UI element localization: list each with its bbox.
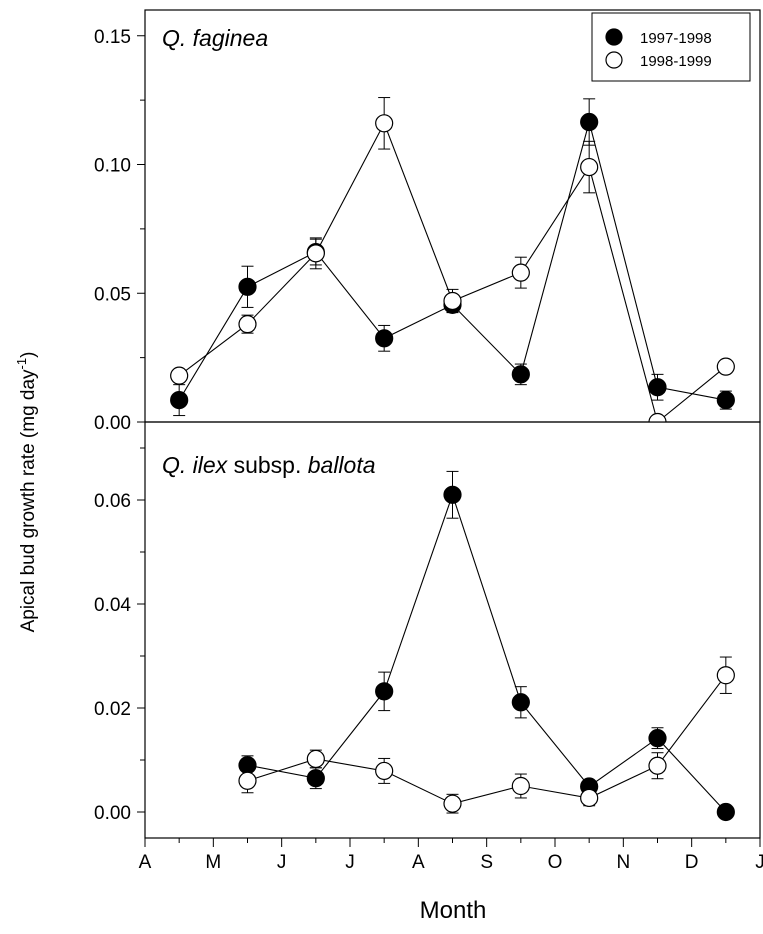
bottom-line-1998-1999 — [247, 674, 727, 805]
top-point-1997-1998 — [375, 329, 394, 348]
top-point-1998-1999 — [375, 114, 394, 133]
legend-box — [591, 12, 751, 82]
bottom-point-1998-1999 — [375, 761, 394, 781]
top-point-1998-1999 — [580, 157, 599, 177]
top-point-1997-1998 — [238, 277, 257, 296]
top-point-1998-1999 — [716, 357, 735, 376]
top-point-1998-1999 — [443, 291, 462, 311]
legend-marker-filled — [605, 28, 623, 46]
x-tick-label: A — [412, 852, 425, 873]
bottom-point-1998-1999 — [238, 771, 257, 790]
top-point-1998-1999 — [238, 315, 257, 334]
x-tick-label: N — [616, 852, 630, 873]
bottom-panel-species: Q. ilex — [162, 452, 229, 478]
top-point-1997-1998 — [580, 112, 599, 132]
top-point-1997-1998 — [648, 378, 667, 397]
bottom-point-1997-1998 — [238, 756, 257, 775]
top-line-1997-1998 — [178, 119, 726, 401]
x-tick-label: A — [139, 852, 152, 873]
top-y-tick-label: 0.15 — [94, 27, 131, 48]
top-point-1997-1998 — [716, 391, 735, 410]
legend-label-1998-1999: 1998-1999 — [640, 53, 712, 70]
x-tick-label: D — [685, 852, 699, 873]
x-axis-title: Month — [420, 897, 487, 924]
bottom-point-1997-1998 — [443, 485, 462, 504]
top-point-1998-1999 — [648, 412, 667, 422]
top-point-1998-1999 — [511, 263, 530, 282]
top-y-tick-label: 0.00 — [94, 413, 131, 434]
x-tick-label: M — [205, 852, 221, 873]
bottom-point-1997-1998 — [511, 693, 530, 712]
bottom-point-1997-1998 — [306, 769, 325, 788]
top-panel-species: Q. faginea — [162, 25, 268, 51]
legend-marker-open — [605, 51, 623, 69]
bottom-panel: 0.00 0.02 0.04 0.06 — [94, 421, 761, 839]
y-axis-title: Apical bud growth rate (mg day-1) — [14, 352, 39, 633]
x-tick-label: S — [480, 852, 493, 873]
x-tick-label: J — [277, 852, 287, 873]
bottom-point-1998-1999 — [716, 666, 735, 685]
bottom-point-1998-1999 — [443, 794, 462, 813]
y-axis-title-main: Apical bud growth rate (mg day — [18, 369, 39, 632]
legend: 1997-1998 1998-1999 — [591, 12, 751, 82]
bottom-point-1998-1999 — [306, 749, 325, 769]
top-point-1997-1998 — [170, 391, 189, 410]
top-panel-title: Q. faginea — [162, 25, 268, 51]
x-tick-label: O — [548, 852, 563, 873]
top-y-tick-label: 0.05 — [94, 284, 131, 305]
top-point-1997-1998 — [511, 365, 530, 384]
bottom-point-1998-1999 — [511, 776, 530, 796]
top-point-1998-1999 — [306, 244, 325, 263]
top-y-tick-label: 0.10 — [94, 156, 131, 177]
bottom-point-1998-1999 — [580, 788, 599, 808]
bottom-y-tick-label: 0.00 — [94, 803, 131, 824]
bottom-point-1998-1999 — [648, 756, 667, 775]
bottom-y-tick-label: 0.02 — [94, 699, 131, 720]
x-tick-label: J — [755, 852, 763, 873]
bottom-y-tick-label: 0.06 — [94, 491, 131, 512]
bottom-panel-title: Q. ilex subsp. ballota — [162, 452, 376, 478]
bottom-point-1997-1998 — [716, 802, 735, 822]
bottom-series-group — [238, 470, 735, 822]
bottom-panel-variety: ballota — [308, 452, 376, 478]
bottom-y-tick-label: 0.04 — [94, 595, 131, 616]
bottom-point-1997-1998 — [648, 729, 667, 748]
top-line-1998-1999 — [178, 121, 727, 422]
x-tick-label: J — [345, 852, 355, 873]
legend-label-1997-1998: 1997-1998 — [640, 30, 712, 47]
y-axis-title-close: ) — [18, 352, 39, 358]
bottom-line-1997-1998 — [247, 493, 727, 813]
top-point-1998-1999 — [170, 366, 189, 385]
y-axis-title-superscript: -1 — [14, 358, 29, 370]
bottom-panel-subsp: subsp. — [227, 452, 308, 478]
top-panel: 0.00 0.05 0.10 0.15 — [94, 9, 761, 434]
bottom-point-1997-1998 — [375, 682, 394, 701]
top-series-group — [170, 97, 735, 422]
